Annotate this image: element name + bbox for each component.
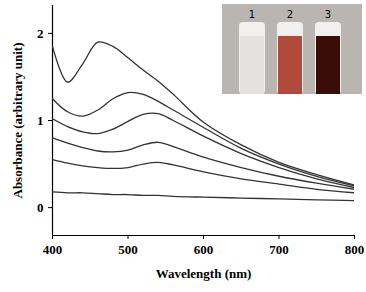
svg-text:0: 0: [37, 200, 44, 215]
svg-text:Absorbance (arbitrary unit): Absorbance (arbitrary unit): [10, 43, 25, 199]
svg-text:700: 700: [269, 242, 289, 257]
svg-text:Wavelength (nm): Wavelength (nm): [156, 266, 252, 281]
svg-text:2: 2: [287, 9, 293, 20]
svg-text:1: 1: [37, 113, 44, 128]
svg-text:400: 400: [43, 242, 63, 257]
svg-text:500: 500: [118, 242, 138, 257]
svg-text:800: 800: [345, 242, 365, 257]
svg-text:600: 600: [194, 242, 214, 257]
svg-text:2: 2: [37, 26, 44, 41]
svg-text:1: 1: [249, 9, 255, 20]
svg-text:3: 3: [325, 9, 331, 20]
